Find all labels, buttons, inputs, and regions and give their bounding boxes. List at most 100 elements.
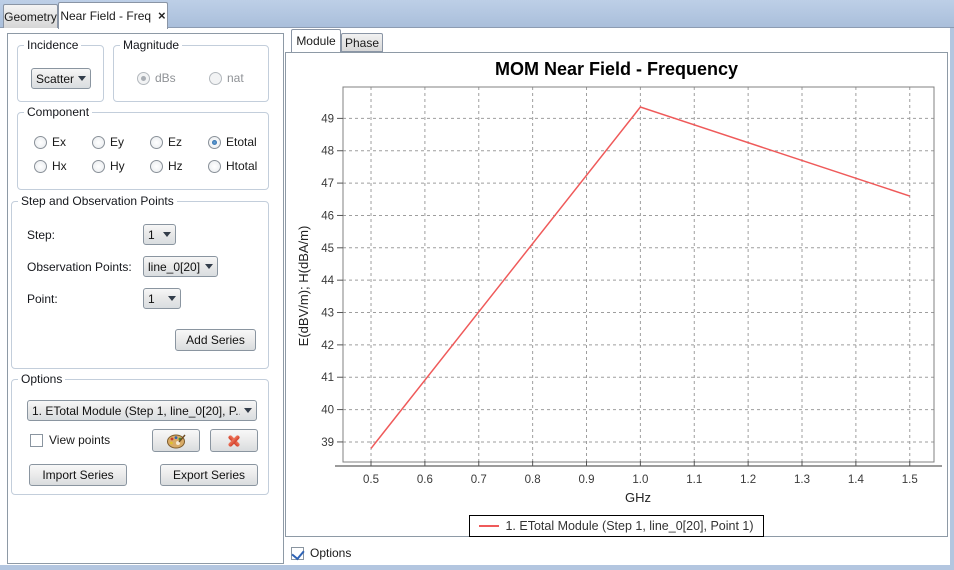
step-label: Step: [27, 228, 56, 242]
svg-text:42: 42 [321, 340, 334, 352]
radio-circle-icon [208, 135, 221, 149]
radio-ez-label: Ez [168, 135, 183, 149]
view-points-checkbox[interactable]: View points [30, 433, 110, 447]
svg-text:1.4: 1.4 [848, 474, 865, 486]
radio-circle-icon [137, 71, 150, 85]
chart-title: MOM Near Field - Frequency [494, 59, 739, 79]
legend-series-label: 1. ETotal Module (Step 1, line_0[20], Po… [505, 519, 754, 533]
svg-text:48: 48 [321, 146, 334, 158]
svg-text:49: 49 [321, 113, 334, 125]
chevron-down-icon [205, 264, 213, 269]
radio-circle-icon [92, 159, 105, 173]
svg-text:1.3: 1.3 [794, 474, 810, 486]
options-checkbox[interactable]: Options [291, 546, 351, 560]
incidence-group-title: Incidence [24, 38, 82, 52]
svg-text:0.8: 0.8 [525, 474, 541, 486]
export-series-button[interactable]: Export Series [160, 464, 258, 486]
observation-points-combo-value: line_0[20] [148, 259, 201, 274]
step-observation-group-title: Step and Observation Points [18, 194, 177, 208]
svg-text:1.2: 1.2 [740, 474, 756, 486]
tab-phase[interactable]: Phase [341, 33, 383, 52]
document-tab-bar: Geometry Near Field - Freq × [0, 0, 954, 29]
close-icon[interactable]: × [158, 8, 166, 23]
svg-text:47: 47 [321, 178, 334, 190]
svg-text:45: 45 [321, 243, 334, 255]
radio-hy-label: Hy [110, 159, 125, 173]
series-select-combo[interactable]: 1. ETotal Module (Step 1, line_0[20], P.… [27, 400, 257, 421]
point-combo[interactable]: 1 [143, 288, 181, 309]
chart-panel: MOM Near Field - Frequency E(dBV/m); H(d… [285, 52, 948, 537]
svg-text:0.9: 0.9 [579, 474, 595, 486]
import-series-button-label: Import Series [42, 468, 114, 482]
chart-legend: 1. ETotal Module (Step 1, line_0[20], Po… [469, 515, 764, 537]
view-points-label: View points [49, 433, 111, 447]
radio-hy[interactable]: Hy [92, 159, 125, 173]
tab-near-field-label: Near Field - Freq [60, 9, 152, 23]
radio-ex[interactable]: Ex [34, 135, 66, 149]
svg-text:1.1: 1.1 [686, 474, 702, 486]
radio-dbs[interactable]: dBs [137, 71, 176, 85]
radio-etotal[interactable]: Etotal [208, 135, 257, 149]
chevron-down-icon [163, 232, 171, 237]
tab-near-field-freq[interactable]: Near Field - Freq × [58, 2, 168, 29]
radio-ey[interactable]: Ey [92, 135, 124, 149]
magnitude-group-title: Magnitude [120, 38, 183, 52]
options-checkbox-label: Options [310, 546, 352, 560]
step-combo[interactable]: 1 [143, 224, 176, 245]
delete-series-button[interactable] [210, 429, 258, 452]
svg-text:0.6: 0.6 [417, 474, 433, 486]
checkbox-icon [291, 546, 304, 560]
chevron-down-icon [78, 76, 86, 81]
add-series-button-label: Add Series [186, 333, 245, 347]
svg-text:1.5: 1.5 [902, 474, 918, 486]
tab-geometry-label: Geometry [4, 9, 57, 24]
radio-hx[interactable]: Hx [34, 159, 67, 173]
chevron-down-icon [244, 408, 252, 413]
tab-phase-label: Phase [344, 35, 380, 50]
radio-ez[interactable]: Ez [150, 135, 182, 149]
magnitude-group: Magnitude dBs nat [113, 38, 269, 102]
step-combo-value: 1 [148, 227, 155, 242]
radio-htotal[interactable]: Htotal [208, 159, 257, 173]
radio-dbs-label: dBs [155, 71, 176, 85]
controls-panel: Incidence Scatter Magnitude dBs nat [7, 33, 284, 564]
import-series-button[interactable]: Import Series [29, 464, 127, 486]
svg-text:0.7: 0.7 [471, 474, 487, 486]
options-group: Options 1. ETotal Module (Step 1, line_0… [11, 372, 269, 495]
delete-x-icon [226, 433, 242, 449]
tab-geometry[interactable]: Geometry [3, 4, 58, 28]
x-axis-label: GHz [625, 490, 651, 505]
radio-hz-label: Hz [168, 159, 183, 173]
incidence-combo[interactable]: Scatter [31, 68, 91, 89]
radio-circle-icon [208, 159, 221, 173]
svg-text:41: 41 [321, 372, 334, 384]
export-series-button-label: Export Series [172, 468, 246, 482]
observation-points-combo[interactable]: line_0[20] [143, 256, 218, 277]
radio-hz[interactable]: Hz [150, 159, 183, 173]
point-label: Point: [27, 292, 58, 306]
radio-circle-icon [150, 159, 163, 173]
add-series-button[interactable]: Add Series [175, 329, 256, 351]
radio-ex-label: Ex [52, 135, 67, 149]
chart-svg: 0.5 0.6 0.7 0.8 0.9 1.0 1.1 1.2 1.3 1.4 1.5 39 40 41 4… [321, 86, 942, 486]
chevron-down-icon [168, 296, 176, 301]
incidence-group: Incidence Scatter [17, 38, 104, 102]
radio-ey-label: Ey [110, 135, 125, 149]
radio-htotal-label: Htotal [226, 159, 258, 173]
series-color-button[interactable] [152, 429, 200, 452]
radio-etotal-label: Etotal [226, 135, 257, 149]
step-observation-group: Step and Observation Points Step: 1 Obse… [11, 194, 269, 369]
radio-nat[interactable]: nat [209, 71, 244, 85]
svg-text:0.5: 0.5 [363, 474, 379, 486]
options-group-title: Options [18, 372, 66, 386]
radio-circle-icon [34, 135, 47, 149]
point-combo-value: 1 [148, 291, 155, 306]
checkbox-icon [30, 433, 43, 447]
radio-circle-icon [34, 159, 47, 173]
radio-circle-icon [209, 71, 222, 85]
svg-text:39: 39 [321, 437, 334, 449]
legend-line-swatch [479, 525, 500, 527]
tab-module[interactable]: Module [291, 29, 341, 52]
svg-text:43: 43 [321, 308, 334, 320]
